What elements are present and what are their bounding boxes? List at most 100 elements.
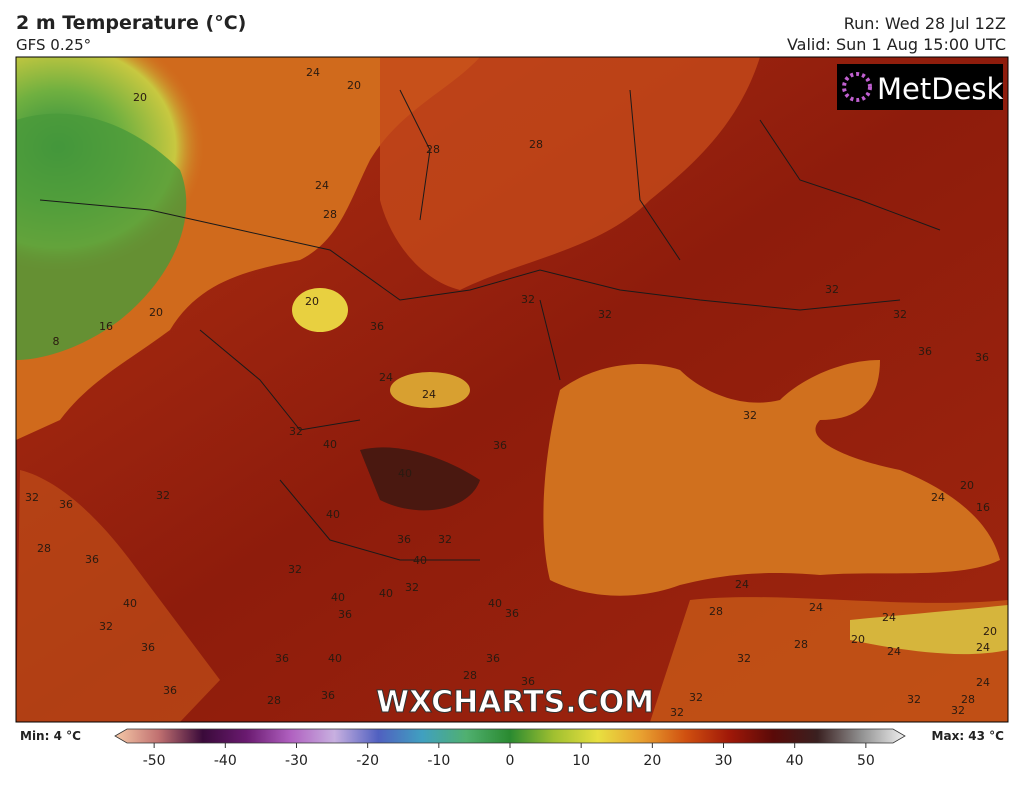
contour-label: 32 <box>670 706 684 719</box>
contour-label: 40 <box>323 438 337 451</box>
contour-label: 20 <box>983 625 997 638</box>
contour-label: 20 <box>960 479 974 492</box>
colorbar-tick-label: 10 <box>572 753 590 769</box>
colorbar-tick-label: -30 <box>285 753 308 769</box>
cool-zone <box>850 605 1008 655</box>
contour-label: 36 <box>338 608 352 621</box>
colorbar-tick-label: 50 <box>857 753 875 769</box>
contour-label: 28 <box>961 693 975 706</box>
black-sea <box>543 360 1000 596</box>
contour-label: 20 <box>347 79 361 92</box>
contour-label: 28 <box>37 542 51 555</box>
contour-label: 40 <box>326 508 340 521</box>
contour-label: 28 <box>529 138 543 151</box>
contour-label: 32 <box>598 308 612 321</box>
map-title: 2 m Temperature (°C) <box>16 12 246 34</box>
contour-label: 32 <box>893 308 907 321</box>
contour-label: 16 <box>976 501 990 514</box>
contour-label: 24 <box>882 611 896 624</box>
contour-label: 28 <box>267 694 281 707</box>
contour-label: 40 <box>328 652 342 665</box>
max-label: Max: 43 °C <box>932 729 1005 743</box>
colorbar-tick-label: 20 <box>643 753 661 769</box>
contour-label: 28 <box>463 669 477 682</box>
contour-label: 32 <box>99 620 113 633</box>
run-label: Run: Wed 28 Jul 12Z <box>844 14 1006 33</box>
border-lines <box>39 89 941 561</box>
contour-label: 16 <box>99 320 113 333</box>
contour-label: 24 <box>379 371 393 384</box>
contour-label: 36 <box>486 652 500 665</box>
map <box>16 57 1008 722</box>
contour-label: 24 <box>315 179 329 192</box>
contour-label: 36 <box>59 498 73 511</box>
contour-label: 36 <box>141 641 155 654</box>
contour-label: 32 <box>289 425 303 438</box>
contour-label: 28 <box>794 638 808 651</box>
contour-label: 32 <box>156 489 170 502</box>
contour-label: 20 <box>149 306 163 319</box>
contour-label: 32 <box>405 581 419 594</box>
contour-label: 8 <box>53 335 60 348</box>
contour-label: 28 <box>709 605 723 618</box>
contour-label: 36 <box>321 689 335 702</box>
sea-zone <box>16 470 220 722</box>
colorbar <box>114 728 906 744</box>
map-frame <box>15 56 1009 723</box>
colorbar-tick-label: 30 <box>715 753 733 769</box>
warm-zone <box>380 57 760 290</box>
colorbar-tick-label: -50 <box>143 753 166 769</box>
cool-zone <box>16 113 187 360</box>
contour-label: 36 <box>505 607 519 620</box>
contour-label: 24 <box>887 645 901 658</box>
contour-label: 32 <box>907 693 921 706</box>
contour-label: 36 <box>85 553 99 566</box>
contour-label: 40 <box>379 587 393 600</box>
contour-label: 36 <box>370 320 384 333</box>
contour-label: 28 <box>323 208 337 221</box>
contour-label: 32 <box>951 704 965 717</box>
contour-label: 32 <box>288 563 302 576</box>
contour-label: 32 <box>521 293 535 306</box>
contour-label: 40 <box>398 467 412 480</box>
valid-label: Valid: Sun 1 Aug 15:00 UTC <box>787 35 1006 54</box>
contour-label: 32 <box>25 491 39 504</box>
contour-label: 20 <box>133 91 147 104</box>
contour-label: 32 <box>825 283 839 296</box>
contour-label: 24 <box>976 641 990 654</box>
contour-label: 20 <box>305 295 319 308</box>
contour-label: 36 <box>918 345 932 358</box>
contour-label: 40 <box>331 591 345 604</box>
contour-label: 36 <box>163 684 177 697</box>
contour-label: 40 <box>123 597 137 610</box>
logo-text: MetDesk <box>877 72 1004 106</box>
contour-label: 40 <box>488 597 502 610</box>
contour-label: 36 <box>493 439 507 452</box>
contour-label: 20 <box>851 633 865 646</box>
hot-zone <box>360 447 480 511</box>
colorbar-tick-label: 40 <box>786 753 804 769</box>
contour-label: 36 <box>521 675 535 688</box>
contour-label: 40 <box>413 554 427 567</box>
logo-box <box>837 64 1003 110</box>
contour-label: 24 <box>976 676 990 689</box>
colorbar-tick-label: -10 <box>427 753 450 769</box>
model-label: GFS 0.25° <box>16 36 91 54</box>
contour-label: 24 <box>931 491 945 504</box>
contour-label: 32 <box>737 652 751 665</box>
contour-label: 24 <box>735 578 749 591</box>
contour-label: 36 <box>275 652 289 665</box>
contour-label: 28 <box>426 143 440 156</box>
min-label: Min: 4 °C <box>20 729 81 743</box>
cool-zone <box>390 372 470 408</box>
colorbar-tick-label: -20 <box>356 753 379 769</box>
cool-zone <box>292 288 348 332</box>
contour-label: 32 <box>689 691 703 704</box>
logo-icon <box>842 72 872 102</box>
contour-label: 36 <box>397 533 411 546</box>
contour-label: 24 <box>809 601 823 614</box>
watermark: WXCHARTS.COM <box>376 685 654 720</box>
contour-label: 32 <box>743 409 757 422</box>
contour-label: 24 <box>306 66 320 79</box>
contour-label: 32 <box>438 533 452 546</box>
